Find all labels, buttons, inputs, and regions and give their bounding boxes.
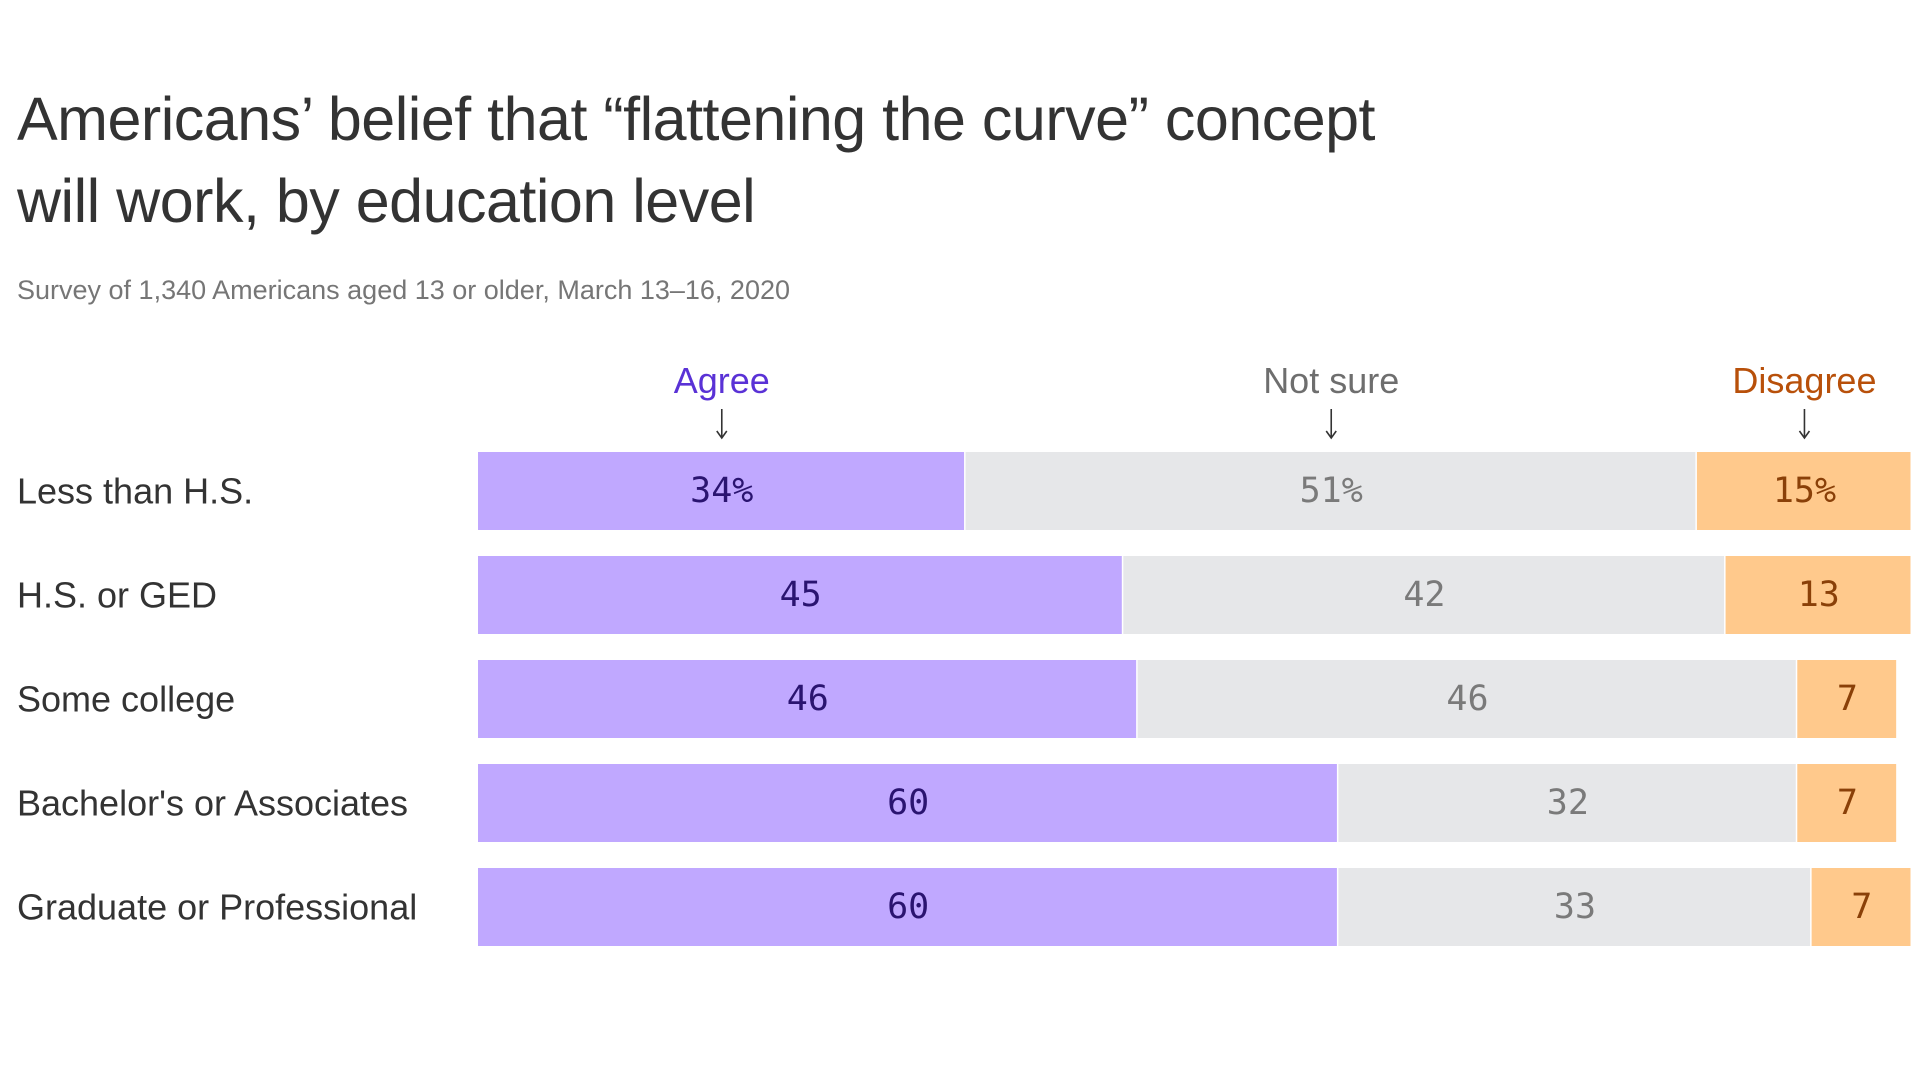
data-label: 51% bbox=[1300, 471, 1363, 511]
data-label: 7 bbox=[1837, 783, 1858, 823]
data-label: 45 bbox=[780, 575, 822, 615]
chart-title: Americans’ belief that “flattening the c… bbox=[17, 85, 1376, 235]
bar-segment-agree bbox=[478, 764, 1337, 842]
data-label: 32 bbox=[1547, 783, 1589, 823]
bar-row: Less than H.S. 34% 51% 15% bbox=[17, 452, 1911, 530]
data-label: 13 bbox=[1798, 575, 1840, 615]
data-label: 46 bbox=[1446, 679, 1488, 719]
data-label: 60 bbox=[887, 887, 929, 927]
bar-row: H.S. or GED 45 42 13 bbox=[17, 556, 1911, 634]
legend-arrow-icon bbox=[1325, 430, 1337, 440]
bar-segment-disagree bbox=[1797, 764, 1897, 842]
category-label: Bachelor's or Associates bbox=[17, 783, 408, 824]
category-label: Some college bbox=[17, 679, 235, 720]
bar-segment-agree bbox=[478, 556, 1122, 634]
bar-row: Some college 46 46 7 bbox=[17, 660, 1897, 738]
data-label: 33 bbox=[1554, 887, 1596, 927]
data-label: 15% bbox=[1773, 471, 1836, 511]
legend-arrow-icon bbox=[1798, 430, 1811, 440]
bar-segment-not-sure bbox=[1123, 556, 1725, 634]
bar-segment-disagree bbox=[1811, 868, 1911, 946]
bar-segment-disagree bbox=[1696, 452, 1911, 530]
legend-arrow-icon bbox=[716, 430, 728, 440]
data-label: 7 bbox=[1837, 679, 1858, 719]
bar-segment-agree bbox=[478, 452, 965, 530]
legend-label-disagree: Disagree bbox=[1732, 360, 1876, 401]
legend-label-not-sure: Not sure bbox=[1263, 360, 1399, 401]
bar-segment-agree bbox=[478, 868, 1337, 946]
bar-segment-agree bbox=[478, 660, 1137, 738]
bar-segment-not-sure bbox=[965, 452, 1696, 530]
data-label: 34% bbox=[690, 471, 753, 511]
bar-segment-not-sure bbox=[1338, 764, 1796, 842]
data-label: 46 bbox=[787, 679, 829, 719]
data-label: 7 bbox=[1851, 887, 1872, 927]
data-label: 42 bbox=[1403, 575, 1445, 615]
category-label: Less than H.S. bbox=[17, 471, 253, 512]
bar-segment-disagree bbox=[1797, 660, 1897, 738]
data-label: 60 bbox=[887, 783, 929, 823]
bar-segment-not-sure bbox=[1137, 660, 1796, 738]
category-label: Graduate or Professional bbox=[17, 887, 417, 928]
bar-segment-not-sure bbox=[1338, 868, 1811, 946]
bar-row: Bachelor's or Associates 60 32 7 bbox=[17, 764, 1897, 842]
legend-label-agree: Agree bbox=[674, 360, 770, 401]
category-label: H.S. or GED bbox=[17, 575, 217, 616]
bar-row: Graduate or Professional 60 33 7 bbox=[17, 868, 1911, 946]
bar-segment-disagree bbox=[1725, 556, 1911, 634]
chart-subtitle: Survey of 1,340 Americans aged 13 or old… bbox=[17, 275, 790, 305]
